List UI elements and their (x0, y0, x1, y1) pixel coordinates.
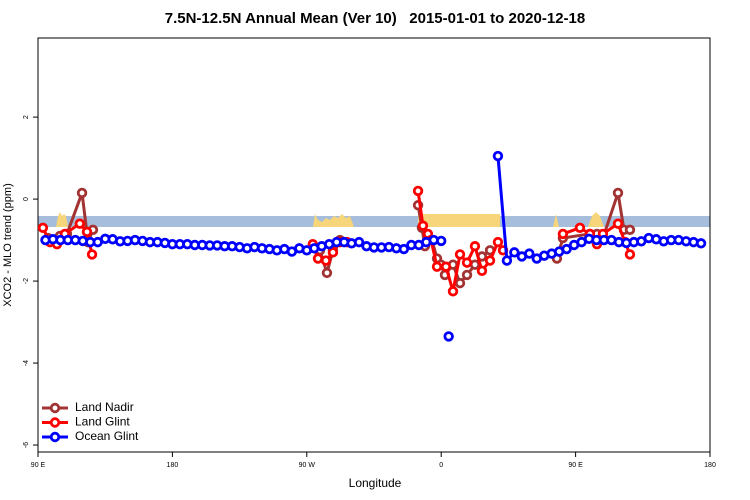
point (561, 243, 572, 255)
y-tick-label: -2 (23, 278, 30, 284)
point (501, 255, 513, 266)
x-tick-label: 90 W (299, 462, 316, 469)
legend-label: Land Nadir (75, 400, 134, 414)
point (398, 243, 410, 255)
x-tick-label: 90 E (31, 462, 46, 469)
point (447, 286, 459, 297)
point (321, 267, 333, 279)
point (412, 185, 424, 197)
point (492, 150, 504, 162)
point (417, 220, 429, 231)
point (469, 241, 481, 252)
point (436, 235, 447, 247)
point (695, 238, 707, 249)
legend-marker (49, 417, 61, 428)
y-tick-label: 2 (23, 115, 30, 119)
reference-band (38, 216, 710, 227)
point (476, 265, 488, 277)
x-tick-label: 180 (167, 462, 179, 469)
x-tick-label: 0 (439, 462, 443, 469)
plot-frame (37, 37, 711, 453)
point (509, 247, 520, 258)
point (624, 249, 636, 260)
point (612, 218, 624, 229)
land-fraction (56, 212, 604, 227)
point (469, 259, 481, 270)
point (327, 247, 339, 258)
point (353, 236, 365, 248)
point (454, 277, 466, 289)
point (86, 249, 98, 260)
legend-marker (49, 431, 61, 443)
point (312, 253, 324, 264)
point (37, 222, 49, 233)
point (612, 187, 624, 199)
point (461, 269, 473, 281)
point (524, 248, 535, 259)
point (81, 226, 93, 238)
point (76, 187, 88, 199)
chart-title: 7.5N-12.5N Annual Mean (Ver 10) 2015-01-… (165, 10, 585, 27)
point (454, 249, 466, 260)
point (443, 331, 454, 342)
point (574, 222, 586, 233)
x-axis-label: Longitude (349, 476, 402, 490)
point (320, 255, 332, 266)
y-tick-label: 0 (23, 197, 30, 201)
point (492, 236, 504, 248)
legend-label: Land Glint (75, 415, 130, 429)
y-axis-label: XCO2 - MLO trend (ppm) (2, 183, 14, 306)
x-tick-label: 90 E (568, 462, 583, 469)
point (484, 255, 496, 266)
y-tick-label: -6 (23, 442, 30, 448)
y-tick-label: -4 (23, 360, 30, 366)
point (440, 261, 452, 272)
point (461, 257, 473, 268)
x-tick-label: 180 (704, 462, 716, 469)
point (624, 224, 636, 236)
point (557, 228, 569, 240)
legend-label: Ocean Glint (75, 429, 139, 443)
legend-marker (49, 402, 61, 414)
point (74, 218, 86, 229)
point (431, 261, 443, 272)
